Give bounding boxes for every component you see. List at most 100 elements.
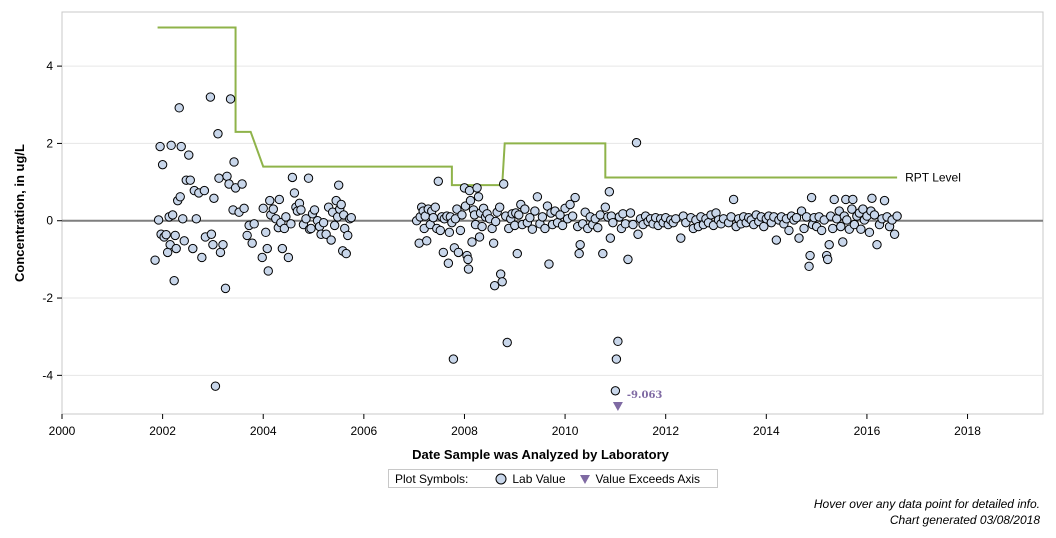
data-point[interactable] [557, 220, 568, 231]
data-point[interactable] [613, 336, 623, 347]
data-point[interactable] [829, 194, 839, 205]
data-point[interactable] [341, 248, 351, 259]
data-point[interactable] [167, 210, 178, 220]
data-point[interactable] [848, 194, 858, 205]
data-point[interactable] [595, 210, 605, 220]
data-point[interactable] [771, 235, 782, 245]
data-point[interactable] [237, 179, 247, 189]
data-point[interactable] [277, 243, 288, 254]
data-point[interactable] [153, 215, 164, 225]
data-point[interactable] [822, 254, 833, 265]
data-point[interactable] [286, 219, 296, 229]
data-point[interactable] [791, 212, 802, 223]
data-point[interactable] [457, 210, 467, 220]
data-point[interactable] [872, 239, 882, 250]
exceeds-axis-series[interactable]: -9.063 [612, 390, 663, 411]
data-point[interactable] [326, 235, 336, 245]
data-point[interactable] [544, 259, 554, 269]
data-point[interactable] [443, 258, 454, 268]
data-point[interactable] [847, 204, 857, 214]
data-point[interactable] [537, 212, 548, 222]
data-point[interactable] [242, 230, 252, 241]
data-point[interactable] [472, 183, 482, 193]
data-point[interactable] [170, 230, 180, 241]
data-point[interactable] [628, 219, 638, 230]
data-point[interactable] [836, 221, 846, 232]
data-point[interactable] [532, 192, 543, 202]
data-point[interactable] [495, 269, 506, 279]
data-point[interactable] [728, 194, 739, 205]
data-point[interactable] [494, 202, 505, 212]
data-point[interactable] [497, 277, 507, 287]
data-point[interactable] [178, 214, 188, 224]
data-point[interactable] [540, 223, 550, 234]
data-point[interactable] [289, 188, 300, 198]
data-point[interactable] [435, 225, 446, 236]
data-point[interactable] [155, 141, 165, 152]
data-point[interactable] [257, 252, 267, 263]
data-point[interactable] [303, 173, 314, 183]
data-point[interactable] [530, 206, 540, 216]
data-point[interactable] [247, 238, 257, 248]
data-point[interactable] [520, 204, 530, 214]
data-point[interactable] [171, 243, 181, 254]
data-point[interactable] [598, 248, 608, 259]
data-point[interactable] [490, 216, 501, 227]
data-point[interactable] [473, 192, 484, 202]
data-point[interactable] [430, 202, 440, 212]
data-point[interactable] [488, 238, 499, 248]
data-point[interactable] [567, 211, 578, 221]
data-point[interactable] [157, 159, 168, 170]
data-point[interactable] [631, 137, 642, 148]
data-point[interactable] [274, 194, 285, 205]
data-point[interactable] [593, 222, 603, 233]
data-point[interactable] [428, 212, 438, 223]
data-point[interactable] [309, 205, 320, 215]
data-point[interactable] [463, 254, 473, 265]
data-point[interactable] [465, 195, 476, 206]
data-point[interactable] [600, 202, 611, 212]
data-point[interactable] [514, 210, 524, 220]
data-point[interactable] [301, 214, 311, 224]
data-point[interactable] [213, 129, 223, 139]
data-point[interactable] [453, 247, 464, 258]
data-point[interactable] [206, 229, 217, 239]
data-point[interactable] [329, 220, 340, 231]
data-point[interactable] [575, 239, 585, 250]
data-point[interactable] [555, 210, 565, 220]
data-point[interactable] [527, 224, 538, 234]
data-point[interactable] [162, 247, 173, 258]
data-point[interactable] [225, 94, 236, 104]
data-point[interactable] [208, 239, 218, 250]
data-point[interactable] [422, 236, 432, 246]
data-point[interactable] [343, 230, 353, 241]
data-point[interactable] [197, 252, 207, 263]
data-point[interactable] [605, 233, 616, 243]
data-point[interactable] [209, 193, 219, 204]
data-point[interactable] [222, 171, 232, 181]
data-point[interactable] [174, 103, 184, 113]
data-point[interactable] [438, 247, 449, 258]
data-point[interactable] [604, 187, 615, 197]
data-point[interactable] [676, 233, 686, 243]
data-point[interactable] [281, 212, 291, 222]
data-point[interactable] [265, 195, 275, 206]
data-point[interactable] [318, 217, 329, 228]
data-point[interactable] [806, 192, 817, 203]
data-point[interactable] [261, 227, 271, 238]
data-point[interactable] [179, 236, 189, 246]
data-point[interactable] [838, 237, 848, 247]
data-point[interactable] [805, 250, 815, 261]
data-point[interactable] [175, 192, 185, 202]
data-point[interactable] [220, 283, 231, 294]
data-point[interactable] [279, 223, 290, 234]
data-point[interactable] [489, 280, 500, 291]
data-point[interactable] [623, 254, 633, 265]
data-point[interactable] [185, 175, 195, 185]
lab-value-series[interactable] [150, 92, 902, 396]
data-point[interactable] [448, 354, 459, 364]
data-point[interactable] [258, 203, 268, 214]
data-point[interactable] [525, 212, 535, 223]
data-point[interactable] [249, 219, 259, 229]
data-point[interactable] [796, 206, 807, 216]
